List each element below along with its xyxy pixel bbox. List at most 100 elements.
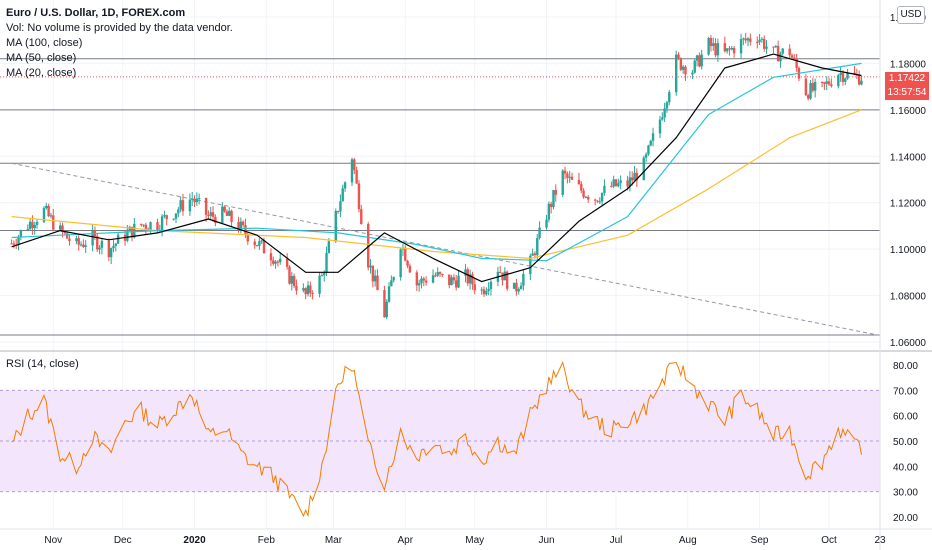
candle-body (452, 277, 456, 281)
candle-body (82, 244, 85, 247)
candle-body (807, 95, 810, 99)
candle-body (35, 221, 39, 225)
candle-body (693, 60, 696, 73)
candle-body (79, 244, 83, 246)
candle-body (749, 38, 752, 42)
candle-body (327, 241, 331, 253)
candle-body (522, 273, 525, 286)
candle-body (552, 190, 555, 208)
candle-body (698, 55, 701, 67)
candle-body (126, 231, 129, 241)
candle-body (334, 210, 337, 242)
candle-body (174, 213, 178, 219)
candle-body (367, 224, 370, 268)
candle-body (563, 170, 567, 174)
candle-body (214, 216, 217, 223)
candle-body (197, 198, 201, 200)
candle-body (823, 82, 826, 84)
candle-body (568, 176, 571, 178)
candle-body (406, 260, 409, 266)
candle-body (177, 209, 180, 214)
candle-body (661, 117, 664, 120)
candle-body (795, 58, 798, 68)
candle-body (160, 216, 164, 230)
candle-body (853, 72, 856, 75)
candle-body (619, 180, 622, 184)
candle-body (468, 274, 472, 284)
candle-body (441, 273, 444, 275)
candle-body (306, 285, 310, 295)
candle-body (549, 203, 553, 208)
candle-body (341, 188, 344, 202)
ma20-line (11, 53, 862, 283)
legend-ma50[interactable]: MA (50, close) (6, 52, 77, 64)
candle-body (350, 159, 354, 183)
candle-body (339, 201, 342, 212)
candle-body (181, 200, 185, 212)
candle-body (61, 225, 64, 233)
candle-body (262, 240, 266, 254)
candle-body (179, 200, 182, 210)
candle-body (149, 222, 152, 231)
candle-body (225, 211, 229, 216)
rsi-tick-label: 40.00 (893, 462, 918, 473)
candle-body (422, 278, 425, 281)
candle-body (635, 172, 639, 181)
candle-body (353, 159, 356, 171)
candle-body (260, 240, 263, 242)
candle-body (517, 289, 520, 292)
candle-body (457, 275, 460, 288)
candle-body (255, 245, 259, 247)
candle-body (658, 119, 662, 134)
time-tick-label: Jul (610, 535, 623, 546)
time-tick-label: Apr (397, 535, 413, 546)
price-tick-label: 1.18000 (890, 59, 927, 70)
candle-body (10, 243, 13, 245)
time-tick-label: Feb (258, 535, 276, 546)
candle-body (760, 38, 764, 40)
candle-body (75, 238, 78, 242)
currency-button[interactable]: USD (897, 6, 925, 24)
candle-body (844, 78, 847, 82)
legend-ma100[interactable]: MA (100, close) (6, 37, 83, 49)
candle-body (651, 133, 655, 141)
candle-body (487, 289, 490, 291)
candle-body (417, 283, 421, 286)
candle-body (59, 225, 62, 230)
candle-body (399, 249, 402, 278)
candle-body (116, 234, 120, 244)
candle-body (695, 55, 699, 61)
price-tick-label: 1.06000 (890, 338, 927, 349)
candle-body (140, 223, 143, 225)
candle-body (114, 243, 117, 246)
candle-body (587, 196, 590, 200)
candle-body (96, 236, 99, 250)
candle-body (49, 215, 53, 217)
candle-body (128, 226, 131, 232)
candle-body (677, 54, 680, 59)
candle-body (700, 54, 703, 67)
rsi-label[interactable]: RSI (14, close) (6, 358, 79, 370)
candle-body (285, 258, 289, 267)
candle-body (837, 75, 840, 87)
candle-body (279, 258, 282, 263)
candle-body (373, 275, 377, 282)
candle-body (744, 38, 747, 41)
candle-body (626, 180, 629, 187)
candle-body (357, 183, 361, 210)
candle-body (272, 260, 275, 264)
candle-body (790, 55, 794, 58)
legend-ma20[interactable]: MA (20, close) (6, 67, 77, 79)
candle-body (779, 53, 782, 62)
candle-body (505, 271, 509, 289)
candle-body (241, 221, 245, 226)
candle-body (763, 38, 766, 49)
candle-body (107, 240, 111, 258)
candle-body (593, 199, 597, 201)
candle-body (675, 54, 678, 93)
time-tick-label: Oct (821, 535, 837, 546)
candle-body (647, 145, 650, 155)
candle-body (172, 218, 175, 220)
candle-body (716, 43, 720, 56)
